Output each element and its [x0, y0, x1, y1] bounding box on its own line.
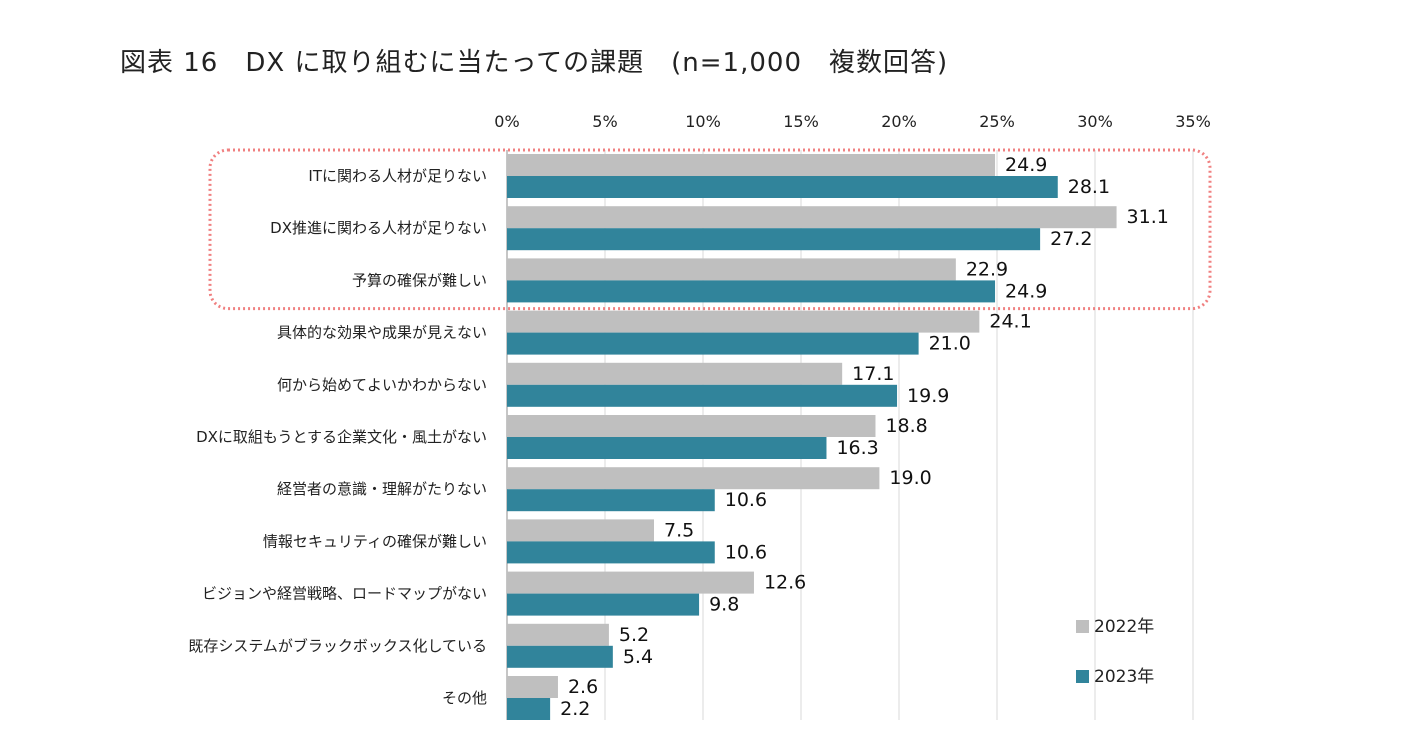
- legend-swatch-2022: [1076, 620, 1089, 633]
- bar-2023: [507, 176, 1058, 198]
- bar-2022: [507, 154, 996, 176]
- category-label: ITに関わる人材が足りない: [308, 167, 487, 185]
- bar-2022: [507, 310, 980, 333]
- bar-2023: [507, 437, 827, 459]
- data-label-2022: 22.9: [966, 258, 1008, 280]
- data-label-2023: 2.2: [560, 698, 590, 720]
- data-label-2022: 7.5: [664, 519, 694, 541]
- x-tick-label: 35%: [1175, 112, 1211, 131]
- bar-2023: [507, 489, 715, 512]
- data-label-2023: 9.8: [709, 594, 739, 616]
- bar-2022: [507, 415, 876, 437]
- category-label: 何から始めてよいかわからない: [277, 376, 487, 394]
- data-label-2022: 17.1: [852, 363, 894, 385]
- data-label-2023: 16.3: [836, 437, 878, 459]
- data-label-2022: 24.9: [1005, 154, 1047, 176]
- bar-2023: [507, 698, 551, 720]
- data-label-2023: 5.4: [623, 646, 653, 668]
- x-tick-label: 25%: [979, 112, 1015, 131]
- x-tick-label: 15%: [783, 112, 819, 131]
- bar-2023: [507, 280, 996, 303]
- data-label-2023: 10.6: [725, 489, 767, 511]
- bar-2022: [507, 571, 754, 594]
- category-label: DXに取組もうとする企業文化・風土がない: [196, 428, 487, 446]
- data-label-2022: 31.1: [1127, 206, 1169, 228]
- category-label: DX推進に関わる人材が足りない: [270, 219, 487, 237]
- data-label-2023: 19.9: [907, 385, 949, 407]
- bar-2023: [507, 541, 715, 564]
- data-label-2023: 10.6: [725, 541, 767, 563]
- data-label-2023: 28.1: [1068, 176, 1110, 198]
- category-label: 既存システムがブラックボックス化している: [188, 637, 487, 655]
- category-label: 予算の確保が難しい: [352, 271, 487, 289]
- bar-2022: [507, 623, 609, 646]
- category-label: 情報セキュリティの確保が難しい: [263, 532, 487, 550]
- bar-2022: [507, 519, 654, 542]
- legend-label-2022: 2022年: [1094, 617, 1154, 637]
- category-label: ビジョンや経営戦略、ロードマップがない: [202, 585, 487, 603]
- bar-2023: [507, 332, 919, 355]
- category-label: 経営者の意識・理解がたりない: [277, 480, 487, 498]
- legend-label-2023: 2023年: [1094, 667, 1154, 687]
- data-label-2022: 19.0: [889, 467, 931, 489]
- data-label-2022: 2.6: [568, 676, 598, 698]
- x-tick-label: 10%: [685, 112, 721, 131]
- bar-2023: [507, 593, 700, 616]
- bar-2022: [507, 676, 558, 698]
- data-label-2022: 18.8: [885, 415, 927, 437]
- chart-title: 図表 16 DX に取り組むに当たっての課題 (n=1,000 複数回答): [120, 48, 949, 78]
- bar-2023: [507, 384, 898, 407]
- data-label-2022: 5.2: [619, 624, 649, 646]
- data-label-2022: 12.6: [764, 572, 806, 594]
- highlight-box: [208, 148, 1212, 311]
- data-label-2023: 24.9: [1005, 280, 1047, 302]
- bar-2022: [507, 206, 1117, 229]
- bar-2022: [507, 467, 880, 490]
- x-tick-label: 5%: [592, 112, 617, 131]
- bar-2022: [507, 362, 843, 385]
- x-tick-label: 30%: [1077, 112, 1113, 131]
- x-tick-label: 0%: [494, 112, 519, 131]
- bar-2022: [507, 258, 956, 281]
- data-label-2023: 27.2: [1050, 228, 1092, 250]
- category-label: 具体的な効果や成果が見えない: [277, 324, 487, 342]
- x-tick-label: 20%: [881, 112, 917, 131]
- legend-swatch-2023: [1076, 670, 1089, 683]
- data-label-2022: 24.1: [989, 311, 1031, 333]
- data-label-2023: 21.0: [929, 333, 971, 355]
- bar-2023: [507, 645, 613, 668]
- bar-2023: [507, 228, 1041, 251]
- category-label: その他: [442, 689, 487, 707]
